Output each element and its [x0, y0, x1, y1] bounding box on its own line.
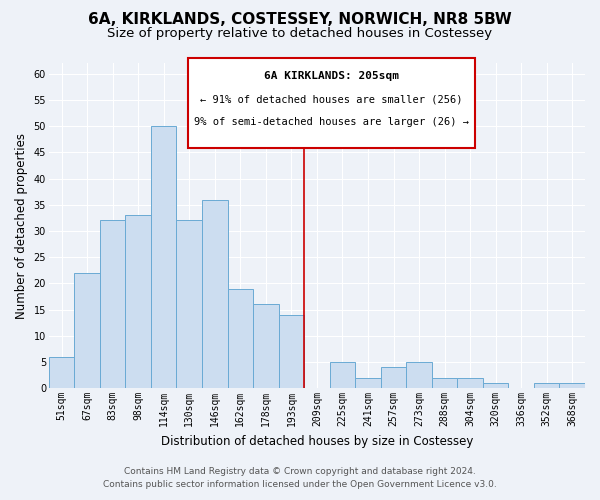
- Bar: [151, 126, 176, 388]
- Bar: [202, 200, 227, 388]
- Text: Size of property relative to detached houses in Costessey: Size of property relative to detached ho…: [107, 28, 493, 40]
- Bar: [49, 356, 74, 388]
- Bar: [457, 378, 483, 388]
- Bar: [534, 383, 559, 388]
- Bar: [253, 304, 278, 388]
- Text: Contains HM Land Registry data © Crown copyright and database right 2024.
Contai: Contains HM Land Registry data © Crown c…: [103, 468, 497, 489]
- Bar: [329, 362, 355, 388]
- Text: 6A, KIRKLANDS, COSTESSEY, NORWICH, NR8 5BW: 6A, KIRKLANDS, COSTESSEY, NORWICH, NR8 5…: [88, 12, 512, 28]
- Text: ← 91% of detached houses are smaller (256): ← 91% of detached houses are smaller (25…: [200, 94, 463, 104]
- Bar: [100, 220, 125, 388]
- Bar: [355, 378, 381, 388]
- Bar: [483, 383, 508, 388]
- Text: 6A KIRKLANDS: 205sqm: 6A KIRKLANDS: 205sqm: [264, 72, 399, 82]
- X-axis label: Distribution of detached houses by size in Costessey: Distribution of detached houses by size …: [161, 434, 473, 448]
- Bar: [406, 362, 432, 388]
- Y-axis label: Number of detached properties: Number of detached properties: [15, 132, 28, 318]
- Bar: [176, 220, 202, 388]
- Bar: [125, 215, 151, 388]
- Bar: [74, 273, 100, 388]
- Bar: [381, 367, 406, 388]
- Bar: [432, 378, 457, 388]
- Text: 9% of semi-detached houses are larger (26) →: 9% of semi-detached houses are larger (2…: [194, 117, 469, 127]
- Bar: [227, 288, 253, 388]
- Bar: [559, 383, 585, 388]
- FancyBboxPatch shape: [188, 58, 475, 148]
- Bar: [278, 315, 304, 388]
